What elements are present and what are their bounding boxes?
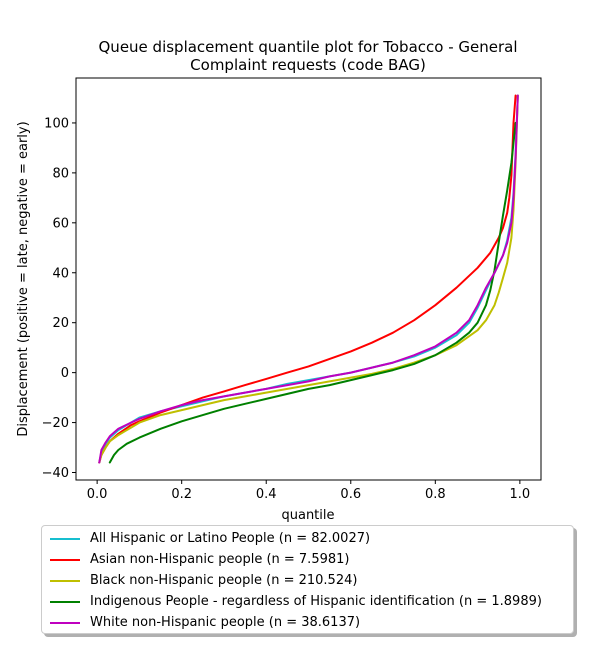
y-tick-label: 20 [52,316,69,331]
series-line [108,121,517,464]
legend-label: Indigenous People - regardless of Hispan… [90,594,542,609]
legend-swatch [50,621,80,624]
series-line [98,94,517,464]
legend-label: Asian non-Hispanic people (n = 7.5981) [90,552,350,567]
x-tick-label: 0.2 [171,487,192,502]
legend-item: Indigenous People - regardless of Hispan… [50,591,565,612]
plot-frame [75,77,542,481]
legend-swatch [50,558,80,561]
legend-swatch [50,579,80,582]
chart-title-line-1: Queue displacement quantile plot for Tob… [99,38,518,56]
y-tick-label: 0 [61,366,69,381]
x-tick-label: 1.0 [510,487,531,502]
series-line [98,94,519,464]
series-line [98,94,519,464]
y-tick-label: 40 [52,266,69,281]
legend-item: All Hispanic or Latino People (n = 82.00… [50,528,565,549]
x-tick-label: 0.8 [425,487,446,502]
axes-layer: 0.0 0.2 0.4 0.6 0.8 1.0 −40 −20 0 20 40 60 80 100 [42,77,542,502]
legend-swatch [50,600,80,603]
x-axis-label: quantile [281,508,334,523]
series-line [98,94,519,464]
x-tick-label: 0.4 [256,487,277,502]
chart-title-line-2: Complaint requests (code BAG) [190,56,426,74]
x-tick-label: 0.0 [87,487,108,502]
legend-label: Black non-Hispanic people (n = 210.524) [90,573,358,588]
legend-label: White non-Hispanic people (n = 38.6137) [90,615,361,630]
y-tick-label: 80 [52,166,69,181]
y-tick-label: −40 [42,466,69,481]
legend: All Hispanic or Latino People (n = 82.00… [41,525,574,634]
y-tick-label: −20 [42,416,69,431]
legend-label: All Hispanic or Latino People (n = 82.00… [90,531,371,546]
y-tick-label: 60 [52,216,69,231]
series-layer [98,94,519,464]
y-tick-label: 100 [44,116,69,131]
x-tick-label: 0.6 [340,487,361,502]
legend-item: Asian non-Hispanic people (n = 7.5981) [50,549,565,570]
y-axis-label: Displacement (positive = late, negative … [16,121,31,436]
legend-swatch [50,537,80,540]
legend-item: White non-Hispanic people (n = 38.6137) [50,612,565,633]
legend-item: Black non-Hispanic people (n = 210.524) [50,570,565,591]
